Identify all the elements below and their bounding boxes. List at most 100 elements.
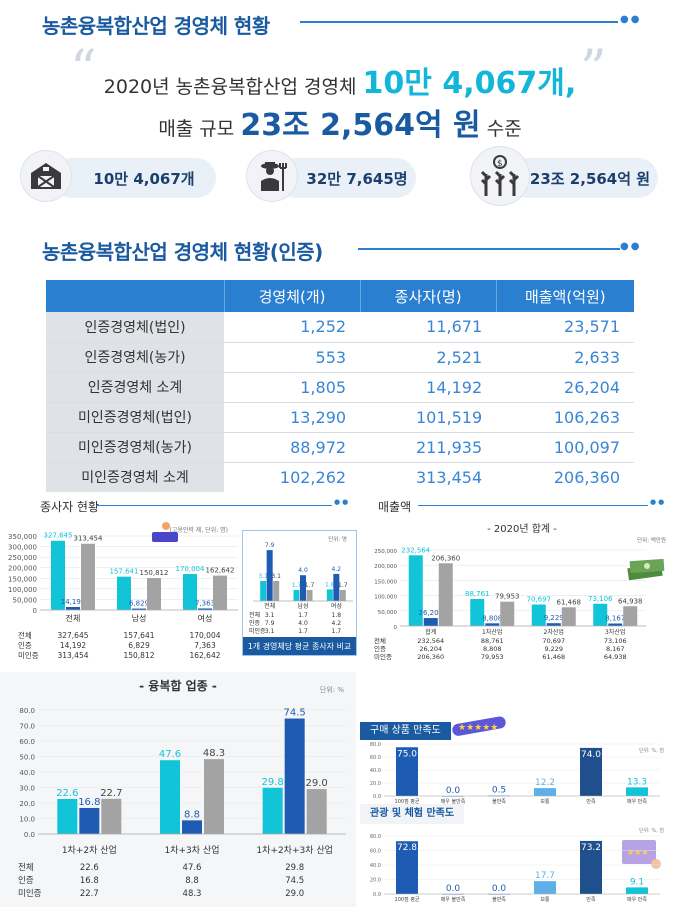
- table-header-2: 종사자(명): [359, 280, 497, 312]
- workers-dots: ●●: [334, 498, 351, 506]
- data-label: 12.2: [535, 778, 555, 788]
- table-row-label: 전체: [18, 630, 32, 640]
- x-tick-label: 1차+2차+3차 산업: [256, 844, 333, 856]
- y-tick-label: 80.0: [19, 707, 35, 715]
- y-tick-label: 100,000: [8, 586, 37, 594]
- y-tick-label: 20.0: [370, 781, 381, 787]
- y-tick-label: 250,000: [8, 554, 37, 562]
- y-tick-label: 0.0: [373, 892, 381, 898]
- bar: [438, 563, 453, 626]
- table-value: 1.7: [298, 628, 308, 635]
- headline-2-suffix: 수준: [486, 118, 522, 140]
- workers-title: 종사자 현황: [40, 500, 100, 514]
- y-tick-label: 30.0: [19, 785, 35, 793]
- sales-panel: 매출액 ●● - 2020년 합계 - 단위: 백만원 0 50,000 100,000…: [364, 492, 680, 672]
- table-section-title: 농촌융복합산업 경영체 현황(인증): [42, 240, 323, 264]
- row-label: 인증경영체 소계: [46, 372, 224, 403]
- data-label: 162,642: [206, 567, 235, 575]
- bar: [81, 543, 95, 610]
- x-tick-label: 여성: [198, 613, 213, 623]
- table-header-3: 매출액(억원): [495, 280, 634, 312]
- y-tick-label: 150,000: [8, 575, 37, 583]
- y-tick-label: 50,000: [378, 610, 398, 616]
- table-row: 인증경영체(법인) 1,252 11,671 23,571: [46, 312, 634, 343]
- bar: [470, 599, 485, 626]
- title-dots: ●●: [620, 14, 642, 25]
- table-value: 29.0: [285, 889, 304, 899]
- y-tick-label: 300,000: [8, 544, 37, 552]
- row-label: 인증경영체(법인): [46, 312, 224, 343]
- workers-note: (고용인력 제, 단위: 명): [170, 526, 229, 534]
- table-row: 인증경영체(농가) 553 2,521 2,633: [46, 342, 634, 373]
- table-value: 8,167: [606, 645, 625, 653]
- bar: [273, 581, 280, 601]
- bar: [79, 807, 100, 834]
- table-value: 1.8: [332, 612, 342, 619]
- data-label: 7.9: [265, 542, 275, 549]
- data-label: 0.5: [492, 786, 506, 796]
- data-label: 313,454: [74, 535, 103, 543]
- table-cell: 26,204: [496, 372, 634, 403]
- data-label: 150,812: [140, 569, 169, 577]
- table-value: 26,204: [419, 645, 442, 653]
- table-value: 64,938: [604, 653, 627, 661]
- table-cell: 101,519: [360, 402, 497, 433]
- workers-panel: 종사자 현황 ●● (고용인력 제, 단위: 명) 0 50,000 100,000 1…: [0, 492, 356, 672]
- industry-note: 단위: %: [320, 685, 344, 694]
- table-row: 미인증경영체(법인) 13,290 101,519 106,263: [46, 402, 634, 433]
- data-label: 16.8: [78, 797, 100, 808]
- y-tick-label: 0.0: [373, 794, 381, 800]
- industry-title: - 융복합 업종 -: [139, 678, 217, 693]
- x-tick-label: 1차+2차 산업: [62, 844, 117, 856]
- bar: [204, 759, 224, 834]
- table-row-label: 미인증: [374, 652, 392, 661]
- barn-icon: [20, 150, 72, 202]
- table-value: 4.0: [298, 620, 308, 627]
- table-row: 인증경영체 소계 1,805 14,192 26,204: [46, 372, 634, 403]
- svg-text:★★★★★: ★★★★★: [458, 723, 498, 733]
- bar: [485, 623, 500, 626]
- table-cell: 88,972: [224, 432, 361, 463]
- bar: [260, 581, 267, 601]
- data-label: 29.8: [262, 777, 284, 788]
- stat-sales-label: 23조 2,564억 원: [529, 169, 651, 188]
- bar: [284, 718, 305, 834]
- y-tick-label: 70.0: [19, 723, 35, 731]
- bar: [57, 798, 78, 834]
- table-value: 47.6: [183, 863, 202, 873]
- stat-businesses-label: 10만 4,067개: [93, 169, 195, 188]
- data-label: 22.7: [100, 788, 122, 799]
- table-cell: 1,805: [224, 372, 361, 403]
- close-quote-icon: ”: [580, 40, 607, 100]
- table-value: 1.7: [298, 612, 308, 619]
- y-tick-label: 50,000: [13, 596, 38, 604]
- bar: [333, 573, 340, 601]
- svg-text:$: $: [497, 159, 503, 169]
- data-label: 74.0: [581, 750, 601, 760]
- data-label: 29.0: [306, 778, 328, 789]
- x-tick-label: 만족: [586, 896, 596, 903]
- y-tick-label: 80.0: [370, 742, 381, 748]
- data-label: 157,641: [110, 568, 139, 576]
- bar: [626, 887, 648, 894]
- title-rule: [300, 21, 618, 23]
- x-tick-label: 남성: [132, 614, 147, 623]
- sales-chart: - 2020년 합계 - 단위: 백만원 0 50,000 100,000 150,000…: [374, 523, 666, 661]
- x-tick-label: 매우 만족: [627, 798, 647, 805]
- y-tick-label: 60.0: [370, 849, 381, 855]
- headline-2-highlight: 23조 2,564억 원: [240, 108, 481, 143]
- headline-1-text: 2020년 농촌융복합산업 경영체: [103, 76, 357, 98]
- bar: [117, 576, 131, 610]
- stat-pill-sales: 23조 2,564억 원: [508, 158, 658, 198]
- data-label: 232,564: [401, 546, 430, 554]
- industry-panel: - 융복합 업종 - 단위: % 0.0 10.0 20.0 30.0 40.0 50.0 60…: [0, 672, 356, 907]
- table-value: 16.8: [80, 876, 99, 886]
- data-label: 73,106: [588, 595, 613, 603]
- sales-note: 단위: 백만원: [637, 536, 666, 544]
- bar: [306, 789, 327, 834]
- data-label: 206,360: [431, 554, 460, 562]
- x-tick-label: 매우 불만족: [441, 798, 466, 805]
- workers-chart: (고용인력 제, 단위: 명) 0 50,000 100,000 150,000 200,…: [8, 522, 238, 660]
- table-value: 7.9: [265, 620, 275, 627]
- data-label: 47.6: [159, 749, 181, 760]
